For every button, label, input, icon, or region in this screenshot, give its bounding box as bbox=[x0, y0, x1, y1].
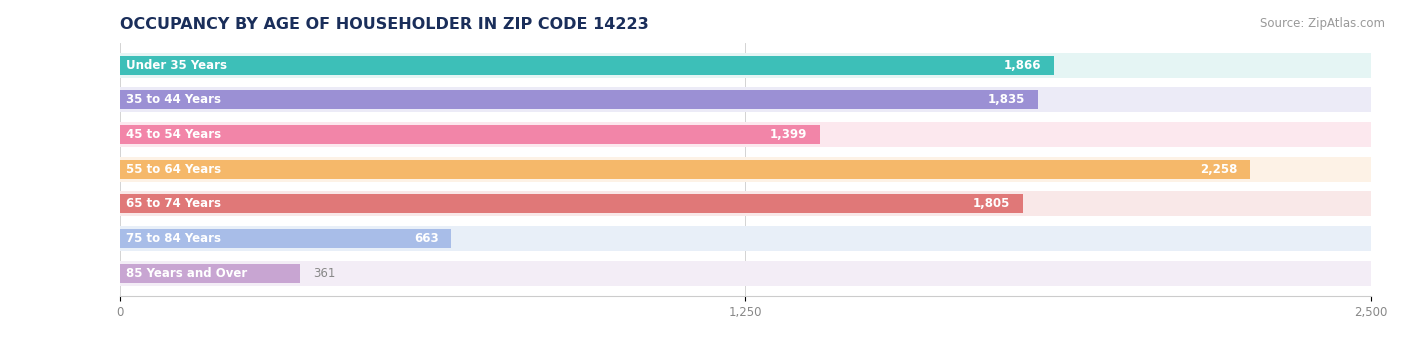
Text: 85 Years and Over: 85 Years and Over bbox=[125, 267, 247, 280]
Bar bbox=[120, 125, 820, 144]
Bar bbox=[120, 122, 1371, 147]
Text: OCCUPANCY BY AGE OF HOUSEHOLDER IN ZIP CODE 14223: OCCUPANCY BY AGE OF HOUSEHOLDER IN ZIP C… bbox=[120, 17, 648, 32]
Text: 75 to 84 Years: 75 to 84 Years bbox=[125, 232, 221, 245]
Bar bbox=[120, 191, 1371, 216]
Bar bbox=[120, 226, 1371, 251]
Bar bbox=[120, 261, 1371, 286]
Bar bbox=[120, 194, 1024, 214]
Bar bbox=[120, 53, 1371, 78]
Text: Under 35 Years: Under 35 Years bbox=[125, 58, 226, 71]
Text: 45 to 54 Years: 45 to 54 Years bbox=[125, 128, 221, 141]
Bar bbox=[120, 159, 1250, 179]
Bar bbox=[120, 229, 451, 248]
Text: 361: 361 bbox=[312, 267, 335, 280]
Bar bbox=[120, 90, 1038, 109]
Bar bbox=[120, 87, 1371, 112]
Bar bbox=[120, 55, 1053, 74]
Text: 1,866: 1,866 bbox=[1004, 58, 1040, 71]
Text: 1,805: 1,805 bbox=[973, 197, 1011, 210]
Text: 65 to 74 Years: 65 to 74 Years bbox=[125, 197, 221, 210]
Text: 663: 663 bbox=[415, 232, 439, 245]
Text: 1,399: 1,399 bbox=[770, 128, 807, 141]
Text: 1,835: 1,835 bbox=[988, 93, 1025, 106]
Bar bbox=[120, 157, 1371, 182]
Text: 35 to 44 Years: 35 to 44 Years bbox=[125, 93, 221, 106]
Bar bbox=[120, 264, 301, 283]
Text: 55 to 64 Years: 55 to 64 Years bbox=[125, 163, 221, 176]
Text: 2,258: 2,258 bbox=[1199, 163, 1237, 176]
Text: Source: ZipAtlas.com: Source: ZipAtlas.com bbox=[1260, 17, 1385, 30]
